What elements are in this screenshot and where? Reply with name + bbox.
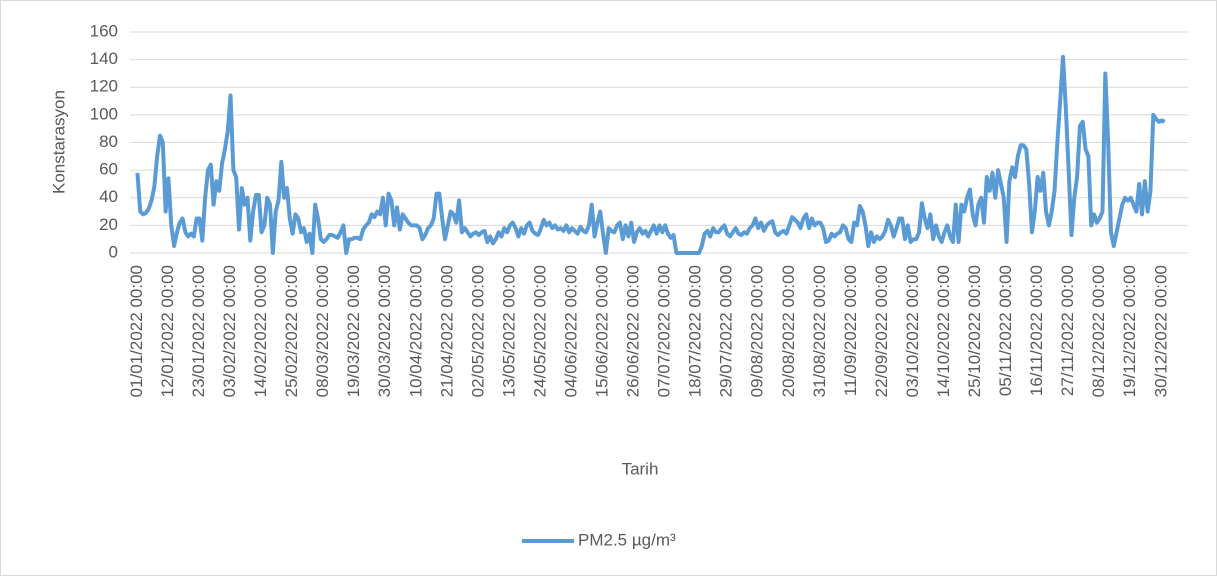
- x-tick-label: 08/03/2022 00:00: [313, 265, 332, 397]
- x-tick-label: 04/06/2022 00:00: [561, 265, 580, 397]
- y-axis-title: Konstarasyon: [49, 90, 68, 194]
- x-axis-title: Tarih: [622, 459, 659, 478]
- x-tick-label: 03/02/2022 00:00: [220, 265, 239, 397]
- x-tick-label: 30/12/2022 00:00: [1151, 265, 1170, 397]
- y-tick-label: 80: [99, 132, 118, 151]
- x-tick-label: 15/06/2022 00:00: [593, 265, 612, 397]
- y-tick-label: 40: [99, 187, 118, 206]
- x-tick-label: 07/07/2022 00:00: [655, 265, 674, 397]
- x-tick-label: 19/03/2022 00:00: [344, 265, 363, 397]
- y-tick-label: 0: [109, 242, 118, 261]
- x-tick-label: 29/07/2022 00:00: [717, 265, 736, 397]
- y-tick-label: 20: [99, 215, 118, 234]
- x-tick-label: 09/08/2022 00:00: [748, 265, 767, 397]
- y-tick-label: 100: [90, 104, 118, 123]
- x-tick-label: 22/09/2022 00:00: [872, 265, 891, 397]
- y-tick-label: 160: [90, 21, 118, 40]
- x-tick-label: 26/06/2022 00:00: [624, 265, 643, 397]
- x-tick-label: 18/07/2022 00:00: [686, 265, 705, 397]
- x-tick-label: 27/11/2022 00:00: [1058, 265, 1077, 396]
- legend-label: PM2.5 µg/m³: [578, 530, 676, 549]
- x-tick-label: 31/08/2022 00:00: [810, 265, 829, 397]
- x-tick-label: 08/12/2022 00:00: [1089, 265, 1108, 397]
- x-tick-label: 24/05/2022 00:00: [530, 265, 549, 397]
- x-tick-label: 13/05/2022 00:00: [499, 265, 518, 397]
- data-line: [135, 54, 1166, 255]
- x-tick-label: 03/10/2022 00:00: [903, 265, 922, 397]
- x-tick-label: 23/01/2022 00:00: [189, 265, 208, 397]
- x-tick-label: 01/01/2022 00:00: [127, 265, 146, 397]
- y-tick-label: 140: [90, 49, 118, 68]
- x-tick-label: 14/10/2022 00:00: [934, 265, 953, 397]
- y-tick-label: 120: [90, 77, 118, 96]
- y-tick-label: 60: [99, 160, 118, 179]
- x-tick-label: 10/04/2022 00:00: [406, 265, 425, 397]
- x-tick-label: 30/03/2022 00:00: [375, 265, 394, 397]
- x-tick-label: 11/09/2022 00:00: [841, 265, 860, 396]
- x-tick-label: 20/08/2022 00:00: [779, 265, 798, 397]
- x-tick-label: 14/02/2022 00:00: [251, 265, 270, 397]
- x-tick-label: 25/02/2022 00:00: [282, 265, 301, 397]
- x-tick-label: 25/10/2022 00:00: [965, 265, 984, 397]
- x-tick-label: 12/01/2022 00:00: [158, 265, 177, 397]
- x-tick-label: 19/12/2022 00:00: [1120, 265, 1139, 397]
- x-tick-label: 16/11/2022 00:00: [1027, 265, 1046, 396]
- x-tick-label: 05/11/2022 00:00: [996, 265, 1015, 396]
- x-tick-label: 21/04/2022 00:00: [437, 265, 456, 397]
- x-tick-label: 02/05/2022 00:00: [468, 265, 487, 397]
